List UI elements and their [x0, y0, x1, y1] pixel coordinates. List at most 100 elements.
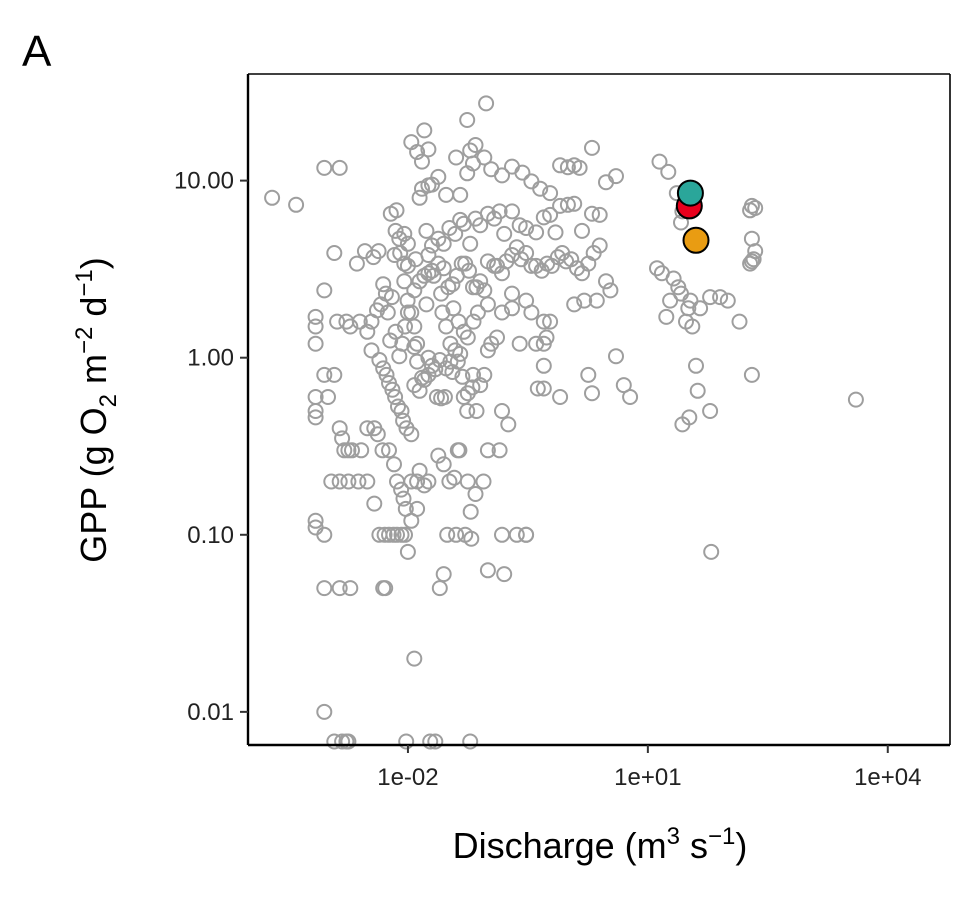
- data-point: [462, 142, 479, 159]
- data-point: [387, 389, 404, 405]
- data-point: [476, 366, 493, 383]
- data-point: [370, 243, 387, 260]
- data-point: [467, 137, 484, 153]
- data-point: [316, 282, 333, 299]
- data-point: [680, 300, 697, 317]
- data-point: [598, 273, 614, 290]
- data-point: [398, 733, 415, 750]
- data-point: [406, 339, 423, 355]
- data-point: [518, 220, 535, 236]
- data-point: [326, 366, 343, 383]
- data-point: [316, 159, 333, 176]
- data-point: [438, 186, 455, 203]
- data-point: [411, 462, 428, 479]
- data-point: [692, 300, 709, 317]
- data-point: [745, 251, 762, 268]
- data-point: [387, 222, 404, 239]
- data-point: [369, 426, 386, 443]
- data-point: [475, 473, 492, 490]
- data-point: [418, 222, 435, 239]
- data-point: [542, 206, 559, 223]
- data-point: [462, 733, 479, 750]
- data-point: [399, 235, 416, 252]
- data-point: [584, 139, 600, 156]
- data-point: [348, 255, 365, 272]
- data-point: [494, 526, 510, 543]
- data-point: [435, 566, 452, 583]
- data-point: [340, 733, 357, 750]
- data-point: [435, 235, 452, 252]
- data-point: [288, 196, 305, 213]
- data-point: [491, 203, 508, 220]
- data-point: [523, 304, 540, 321]
- data-point: [465, 313, 482, 330]
- data-point: [847, 391, 864, 408]
- data-point: [424, 262, 440, 279]
- data-point: [420, 473, 437, 490]
- data-point: [532, 180, 549, 197]
- x-tick-label: 1e+04: [854, 764, 921, 791]
- data-point: [459, 329, 476, 346]
- data-point: [316, 526, 333, 543]
- data-point: [703, 543, 720, 560]
- data-point: [476, 149, 493, 166]
- data-point: [331, 580, 348, 597]
- data-point: [743, 230, 760, 247]
- data-point: [479, 442, 496, 459]
- data-point: [542, 313, 559, 330]
- data-point: [566, 195, 583, 212]
- data-point: [366, 495, 383, 512]
- data-point: [264, 189, 281, 206]
- data-point: [547, 224, 564, 241]
- x-axis-ticks: 1e-02 1e+01 1e+04: [377, 745, 921, 791]
- data-point: [702, 289, 719, 306]
- data-point: [342, 318, 359, 335]
- y-tick-label: 0.01: [187, 699, 234, 726]
- data-point: [394, 335, 411, 352]
- data-point: [489, 329, 505, 346]
- data-point: [396, 225, 413, 242]
- data-point: [403, 134, 420, 151]
- data-point: [523, 173, 540, 190]
- data-point: [331, 420, 348, 437]
- data-point: [344, 442, 360, 459]
- y-tick-label: 1.00: [187, 345, 234, 372]
- data-point: [363, 313, 380, 330]
- data-point: [307, 308, 324, 325]
- data-point: [576, 292, 593, 309]
- data-point: [608, 168, 624, 185]
- data-point: [472, 273, 489, 290]
- data-point: [331, 473, 348, 490]
- data-point: [395, 412, 412, 429]
- panel-label: A: [22, 27, 52, 76]
- data-point: [688, 357, 704, 374]
- data-point: [444, 276, 461, 293]
- data-point: [591, 237, 608, 254]
- data-point: [468, 403, 485, 419]
- data-point: [316, 703, 333, 720]
- data-point: [307, 512, 324, 529]
- data-point: [479, 296, 496, 313]
- data-point: [622, 389, 639, 405]
- data-point: [384, 381, 401, 398]
- data-point: [602, 282, 619, 299]
- data-point: [535, 357, 552, 374]
- data-point: [463, 530, 480, 547]
- data-point: [528, 335, 545, 352]
- data-point: [731, 313, 748, 330]
- data-point: [514, 164, 531, 181]
- x-tick-label: 1e-02: [377, 764, 438, 791]
- x-tick-label: 1e+01: [614, 764, 681, 791]
- data-point: [416, 371, 433, 388]
- data-point: [660, 163, 677, 180]
- data-point: [448, 149, 465, 166]
- data-point: [430, 168, 447, 185]
- data-point: [494, 167, 510, 184]
- data-point: [462, 235, 479, 252]
- data-point: [454, 368, 471, 385]
- data-point: [340, 473, 357, 490]
- data-point: [376, 526, 393, 543]
- data-point: [472, 377, 489, 394]
- data-point: [359, 323, 376, 340]
